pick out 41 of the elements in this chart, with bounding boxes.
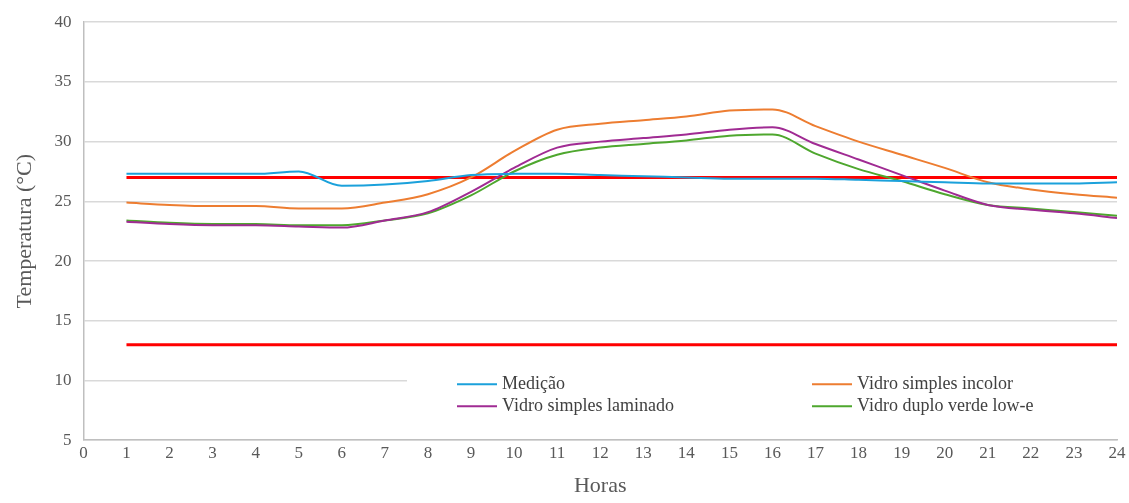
y-tick-label: 5	[62, 429, 72, 449]
y-tick-label: 20	[54, 250, 72, 270]
x-tick-label: 6	[337, 442, 347, 462]
x-tick-label: 15	[720, 442, 738, 462]
y-tick-label: 40	[54, 11, 72, 31]
x-tick-label: 7	[380, 442, 390, 462]
y-tick-label: 35	[54, 71, 72, 91]
legend-label: Vidro simples incolor	[857, 372, 1013, 393]
x-tick-label: 4	[251, 442, 261, 462]
legend-label: Vidro duplo verde low-e	[857, 394, 1034, 415]
x-tick-label: 16	[763, 442, 781, 462]
x-tick-label: 22	[1022, 442, 1040, 462]
line-series	[125, 170, 1117, 187]
y-tick-label: 30	[54, 131, 72, 151]
y-tick-label: 15	[54, 310, 72, 330]
x-tick-label: 18	[850, 442, 868, 462]
legend-label: Vidro simples laminado	[502, 394, 674, 415]
x-tick-label: 21	[979, 442, 997, 462]
x-tick-label: 13	[634, 442, 652, 462]
x-tick-label: 1	[122, 442, 131, 462]
y-tick-label: 25	[54, 190, 72, 210]
x-tick-label: 14	[677, 442, 696, 462]
x-tick-label: 11	[548, 442, 566, 462]
y-axis-title: Temperatura (°C)	[10, 153, 36, 309]
x-tick-label: 10	[505, 442, 523, 462]
y-tick-label: 10	[54, 369, 72, 389]
x-tick-label: 23	[1065, 442, 1083, 462]
x-tick-label: 5	[294, 442, 303, 462]
x-tick-label: 9	[466, 442, 476, 462]
x-tick-label: 0	[79, 442, 88, 462]
x-tick-label: 19	[893, 442, 911, 462]
x-tick-label: 17	[807, 442, 825, 462]
x-tick-label: 20	[936, 442, 954, 462]
x-tick-label: 8	[423, 442, 433, 462]
legend-label: Medição	[502, 372, 565, 393]
line-series	[125, 108, 1117, 210]
x-tick-label: 12	[591, 442, 609, 462]
x-tick-label: 2	[165, 442, 174, 462]
x-tick-label: 3	[208, 442, 217, 462]
x-axis-title: Horas	[573, 471, 627, 497]
x-tick-label: 24	[1108, 442, 1126, 462]
